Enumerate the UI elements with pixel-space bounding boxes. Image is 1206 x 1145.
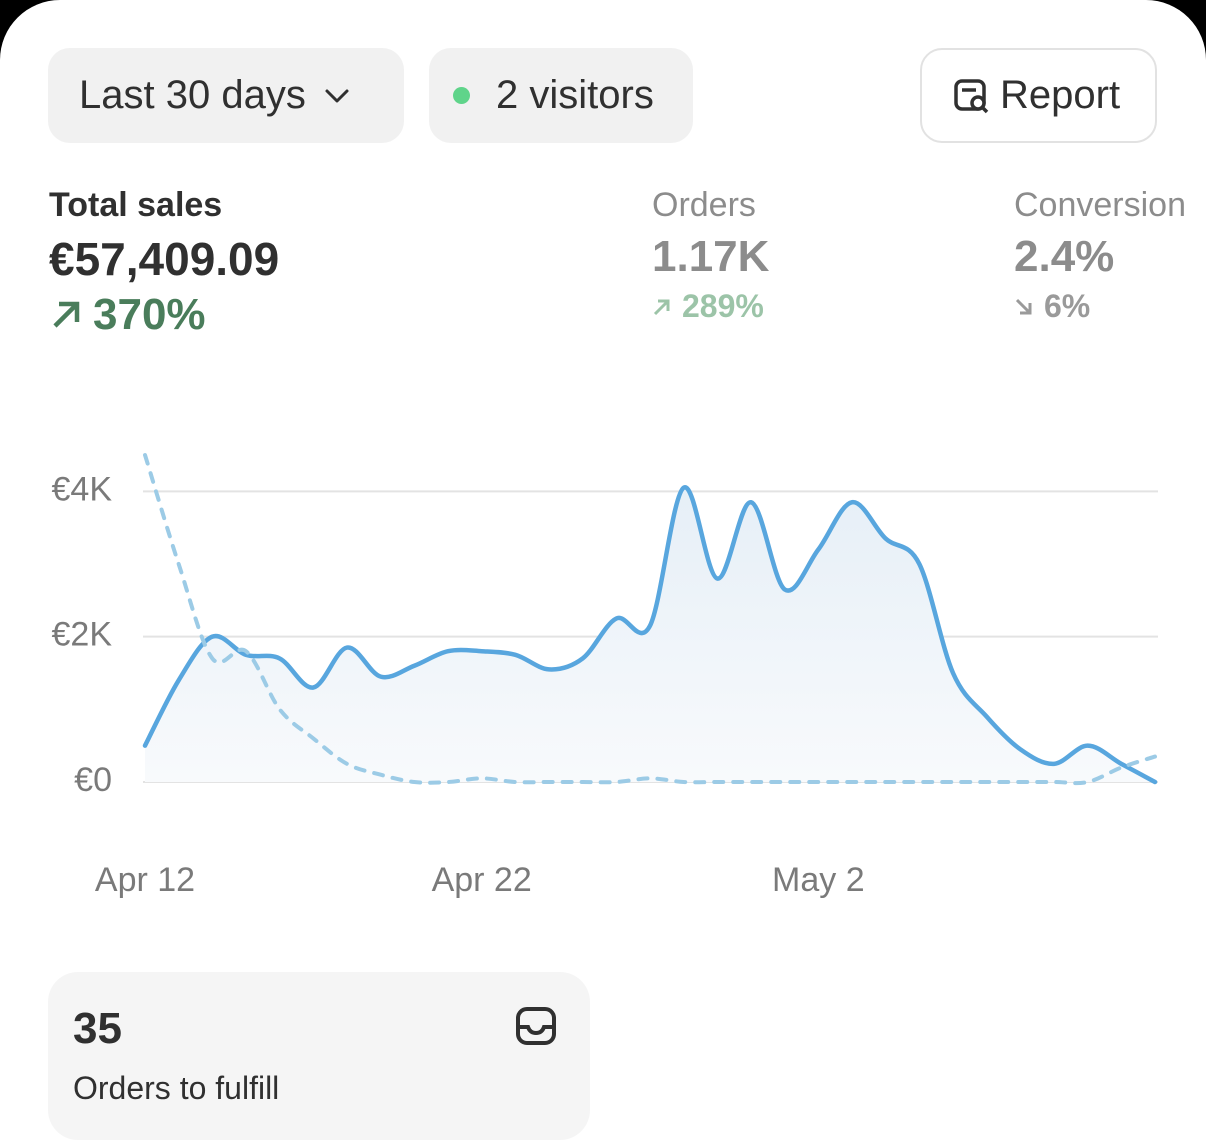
report-icon [954, 78, 989, 113]
y-tick-label: €4K [52, 470, 113, 508]
metric-value: 1.17K [652, 232, 770, 281]
card-count: 35 [73, 1004, 122, 1053]
metric-value: €57,409.09 [49, 233, 280, 285]
metric-change-text: 289% [682, 288, 764, 324]
inbox-icon [516, 1007, 556, 1045]
series-line [143, 453, 1157, 786]
metric-label: Total sales [49, 186, 223, 224]
visitors-text: 2 visitors [496, 73, 654, 117]
range-text: Last 30 days [79, 73, 306, 117]
visitors-button[interactable]: 2 visitors [429, 48, 693, 143]
live-dot [453, 87, 470, 104]
x-tick-label: Apr 22 [432, 861, 532, 899]
metric-label: Orders [652, 186, 756, 224]
card-label: Orders to fulfill [73, 1070, 280, 1106]
metric-change: 6% [1014, 288, 1186, 325]
report-text: Report [1000, 73, 1121, 117]
x-tick-label: May 2 [772, 861, 865, 899]
down-arrow-icon [1015, 298, 1032, 314]
y-tick-label: €2K [52, 616, 113, 654]
metric-value: 2.4% [1014, 232, 1115, 281]
series-line [142, 485, 1158, 785]
up-arrow-icon [653, 299, 670, 315]
y-tick-label: €0 [74, 761, 112, 799]
range-button[interactable]: Last 30 days [48, 48, 404, 143]
metric-total-sales[interactable]: Total sales €57,409.09 370% [49, 186, 279, 340]
series-area [145, 487, 1155, 782]
fulfill-card[interactable]: 35 Orders to fulfill [48, 972, 590, 1140]
metric-change: 370% [49, 290, 279, 340]
metric-conversion[interactable]: Conversion 2.4% 6% [1014, 186, 1186, 325]
report-button[interactable]: Report [920, 48, 1157, 143]
up-arrow-icon [53, 301, 80, 328]
metric-orders[interactable]: Orders 1.17K 289% [652, 186, 769, 325]
sales-chart: €0 €2K €4K Apr 12 Apr 22 May 2 [52, 453, 1158, 899]
chevron-icon [325, 89, 349, 102]
metric-label: Conversion [1014, 186, 1186, 224]
x-tick-label: Apr 12 [95, 861, 195, 899]
metric-change-text: 6% [1044, 288, 1091, 324]
metric-change-text: 370% [93, 290, 206, 339]
metric-change: 289% [652, 288, 769, 325]
